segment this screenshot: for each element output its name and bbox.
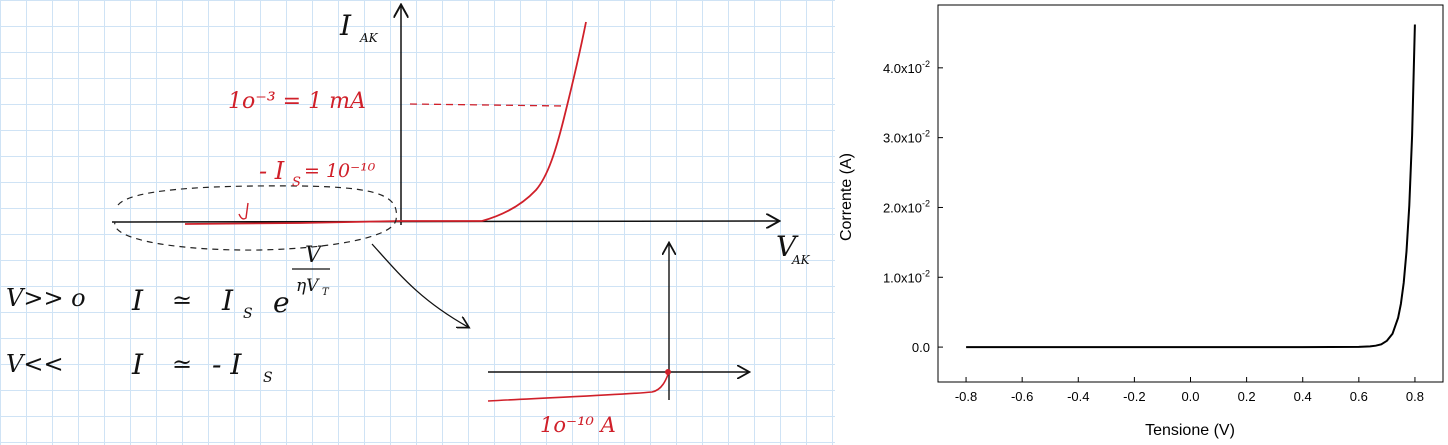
notes-eq1-rhs: I [221,284,234,317]
notes-y-axis-label: I [339,9,352,42]
chart-x-tick-label: -0.4 [1067,389,1089,404]
chart-x-axis-title: Tensione (V) [1145,422,1235,439]
notes-eq1-condition: V>> o [6,284,86,312]
notes-drawing: I AK V AK 1o⁻³ = 1 mA - I S = 10⁻¹⁰ V ηV… [6,0,811,437]
notes-eq2-approx: ≃ [172,350,192,378]
chart-x-tick-label: -0.6 [1011,389,1033,404]
notes-exp-denominator: ηV [296,276,320,296]
notes-inset-curve [487,371,670,402]
iv-chart-panel: -0.8 -0.6 -0.4 -0.2 0.0 0.2 0.4 0.6 0.8 0.0 1.0x1… [835,0,1448,445]
notes-is-marker [238,202,249,220]
chart-series-line [966,24,1416,349]
notes-y-axis-sub: AK [359,31,379,45]
chart-x-tick-label: -0.2 [1123,389,1145,404]
notes-eq2-rhs-sub: S [263,370,273,386]
notes-eq1-rhs-sub: S [243,306,253,322]
chart-y-tick-label: 0.0 [912,340,930,355]
notes-eq2-lhs: I [131,348,144,381]
chart-y-tick-label: 1.0x10-2 [883,268,930,285]
notes-dashed-ellipse [114,185,398,251]
notes-annotation-is-sub: S [292,175,301,190]
chart-x-tick-label: 0.2 [1238,389,1256,404]
notes-inset-origin-dot [665,369,671,375]
notes-eq2-rhs: - I [212,348,242,381]
chart-x-tick-label: 0.0 [1181,389,1199,404]
notes-inset-annotation: 1o⁻¹⁰ A [540,413,616,437]
notes-diode-curve [184,21,587,225]
notes-eq2-condition: V<< [6,350,64,378]
chart-x-tick-label: 0.6 [1350,389,1368,404]
notes-exp-numerator: V [305,243,323,268]
chart-x-tick-label: 0.8 [1406,389,1424,404]
notes-annotation-is-value: = 10⁻¹⁰ [304,160,376,182]
notes-zoom-arrow [371,243,468,327]
notes-eq1-approx: ≃ [172,286,192,314]
notes-exp-den-sub: T [322,287,330,298]
notes-annotation-1ma: 1o⁻³ = 1 mA [228,89,366,114]
notes-x-axis-sub: AK [791,253,811,267]
notes-annotation-is: - I [259,157,285,185]
notes-eq1-lhs: I [131,284,144,317]
chart-plot-frame [937,4,1444,383]
chart-y-axis-title: Corrente (A) [838,153,855,241]
chart-x-tick-label: 0.4 [1294,389,1312,404]
chart-x-tick-label: -0.8 [955,389,977,404]
notes-1ma-dash [409,103,566,107]
chart-y-tick-label: 2.0x10-2 [883,198,930,215]
chart-y-tick-label: 3.0x10-2 [883,129,930,146]
handwritten-notes-panel: I AK V AK 1o⁻³ = 1 mA - I S = 10⁻¹⁰ V ηV… [0,0,835,445]
chart-y-tick-label: 4.0x10-2 [883,59,930,76]
notes-x-axis-label: V [776,230,799,263]
iv-chart: -0.8 -0.6 -0.4 -0.2 0.0 0.2 0.4 0.6 0.8 0.0 1.0x1… [838,4,1444,439]
notes-eq1-exponential: e [273,286,290,319]
